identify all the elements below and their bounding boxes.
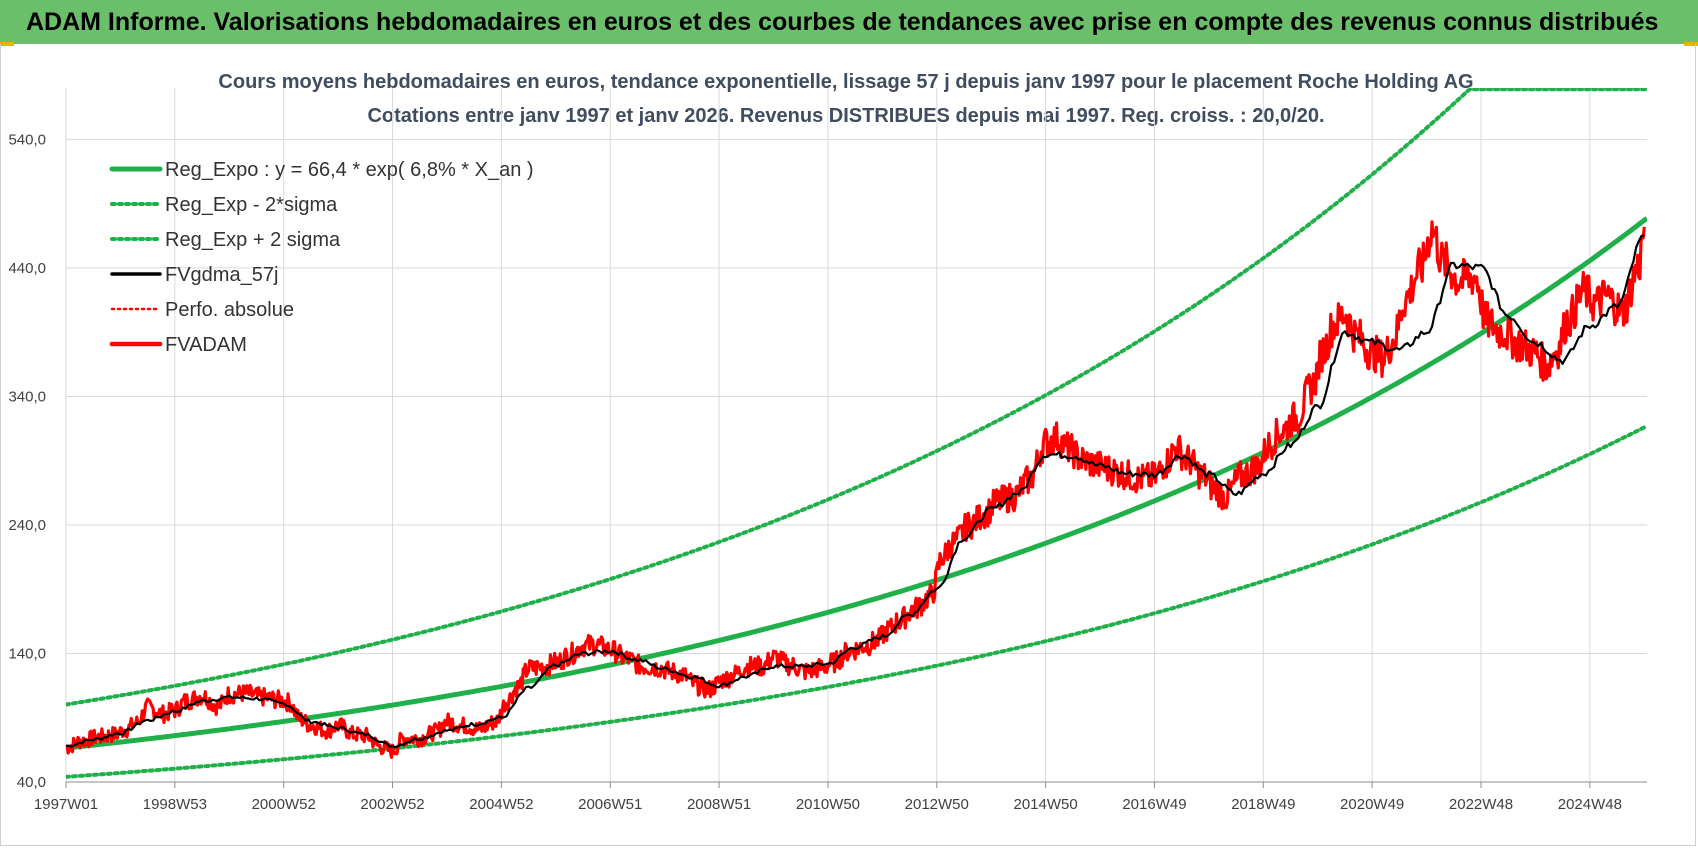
banner-corner-left — [0, 42, 14, 46]
legend-label: Reg_Exp + 2 sigma — [165, 229, 341, 251]
x-tick-label: 2020W49 — [1340, 796, 1404, 813]
fvgdma-line — [66, 234, 1645, 749]
legend: Reg_Expo : y = 66,4 * exp( 6,8% * X_an )… — [109, 159, 534, 356]
x-tick-label: 2008W51 — [687, 796, 751, 813]
grid — [65, 88, 1647, 783]
x-tick-label: 2012W50 — [905, 796, 969, 813]
x-tick-label: 2006W51 — [578, 796, 642, 813]
y-tick-label: 40,0 — [17, 774, 46, 791]
x-tick-label: 2004W52 — [469, 796, 533, 813]
chart-subtitle: Cotations entre janv 1997 et janv 2026. … — [367, 105, 1324, 127]
x-tick-label: 2000W52 — [252, 796, 316, 813]
trend-lower-band — [66, 424, 1647, 779]
y-tick-label: 340,0 — [8, 388, 46, 405]
legend-label: FVgdma_57j — [165, 264, 278, 286]
axes: 40,0 140,0 240,0 340,0 440,0 540,0 1997W01 1998… — [8, 131, 1647, 813]
legend-label: Perfo. absolue — [165, 299, 294, 321]
x-tick-label: 1997W01 — [34, 796, 98, 813]
x-tick-label: 1998W53 — [143, 796, 207, 813]
series — [66, 88, 1647, 779]
x-tick-label: 2014W50 — [1014, 796, 1078, 813]
legend-label: Reg_Exp - 2*sigma — [165, 194, 338, 216]
report-banner: ADAM Informe. Valorisations hebdomadaire… — [0, 0, 1698, 44]
report-title: ADAM Informe. Valorisations hebdomadaire… — [26, 8, 1659, 36]
x-tick-label: 2016W49 — [1122, 796, 1186, 813]
banner-corner-right — [1684, 42, 1698, 46]
trend-upper-band — [66, 88, 1647, 707]
y-tick-label: 440,0 — [8, 260, 46, 277]
y-tick-label: 540,0 — [8, 131, 46, 148]
x-tick-label: 2024W48 — [1558, 796, 1622, 813]
x-tick-label: 2002W52 — [360, 796, 424, 813]
x-tick-label: 2022W48 — [1449, 796, 1513, 813]
x-tick-label: 2010W50 — [796, 796, 860, 813]
trend-line — [66, 216, 1647, 751]
y-tick-label: 240,0 — [8, 517, 46, 534]
y-tick-label: 140,0 — [8, 645, 46, 662]
legend-label: FVADAM — [165, 334, 247, 356]
chart-area: Cours moyens hebdomadaires en euros, ten… — [8, 71, 1647, 813]
chart-title: Cours moyens hebdomadaires en euros, ten… — [218, 71, 1473, 93]
x-tick-label: 2018W49 — [1231, 796, 1295, 813]
legend-label: Reg_Expo : y = 66,4 * exp( 6,8% * X_an ) — [165, 159, 534, 181]
chart-frame — [0, 44, 1696, 846]
